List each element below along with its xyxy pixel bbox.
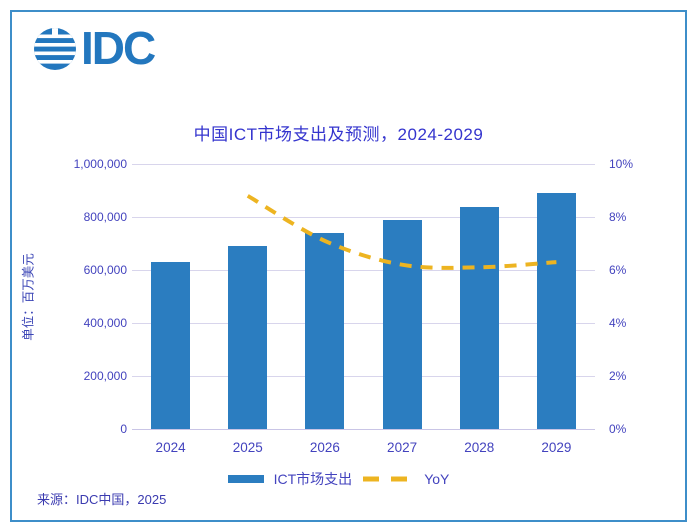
chart-legend: ICT市场支出 YoY: [12, 470, 665, 488]
left-tick-label: 200,000: [83, 369, 127, 383]
chart-title: 中国ICT市场支出及预测，2024-2029: [193, 125, 484, 144]
right-tick-label: 6%: [609, 263, 627, 277]
bar-2029: [536, 193, 576, 429]
idc-globe-icon: [34, 28, 76, 70]
gridline: [132, 323, 595, 324]
plot-area: [132, 164, 595, 430]
right-tick-label: 2%: [609, 369, 627, 383]
right-tick-label: 10%: [609, 157, 634, 171]
x-tick-label-2028: 2028: [464, 440, 495, 455]
gridline: [132, 217, 595, 218]
right-tick-label: 8%: [609, 210, 627, 224]
left-tick-label: 600,000: [83, 263, 127, 277]
left-tick-label: 800,000: [83, 210, 127, 224]
legend-bar-swatch: [227, 475, 264, 483]
yoy-line: [246, 194, 557, 270]
legend-bar-label: ICT市场支出: [273, 471, 353, 487]
right-axis-ticks: 10% 8% 6% 4% 2% 0%: [609, 157, 669, 436]
left-axis-ticks: 1,000,000 800,000 600,000 400,000 200,000 0: [27, 157, 127, 436]
x-tick-label-2027: 2027: [387, 440, 418, 455]
right-tick-label: 0%: [609, 422, 627, 436]
bar-2025: [228, 246, 268, 429]
left-tick-label: 400,000: [83, 316, 127, 330]
legend-dash-swatch: [363, 476, 415, 482]
idc-logo: IDC: [32, 22, 156, 74]
x-tick-label-2025: 2025: [232, 440, 263, 455]
gridline: [132, 376, 595, 377]
bar-2027: [382, 219, 422, 429]
left-tick-label: 1,000,000: [73, 157, 127, 171]
source-note: 来源：IDC中国，2025: [37, 492, 167, 507]
bar-2024: [151, 261, 191, 429]
x-tick-label-2029: 2029: [541, 440, 572, 455]
gridline: [132, 164, 595, 165]
x-tick-label-2026: 2026: [309, 440, 340, 455]
right-tick-label: 4%: [609, 316, 627, 330]
report-card: IDC 中国ICT市场支出及预测，2024-2029 单位：百万美元 1,000…: [10, 10, 687, 522]
x-axis-labels: 2024 2025 2026 2027 2028 2029: [132, 440, 595, 460]
gridline: [132, 270, 595, 271]
left-tick-label: 0: [120, 422, 127, 436]
idc-logo-text: IDC: [81, 22, 156, 74]
bar-2026: [305, 232, 345, 429]
bar-2028: [459, 206, 499, 429]
legend-line-label: YoY: [424, 471, 450, 487]
x-tick-label-2024: 2024: [155, 440, 186, 455]
